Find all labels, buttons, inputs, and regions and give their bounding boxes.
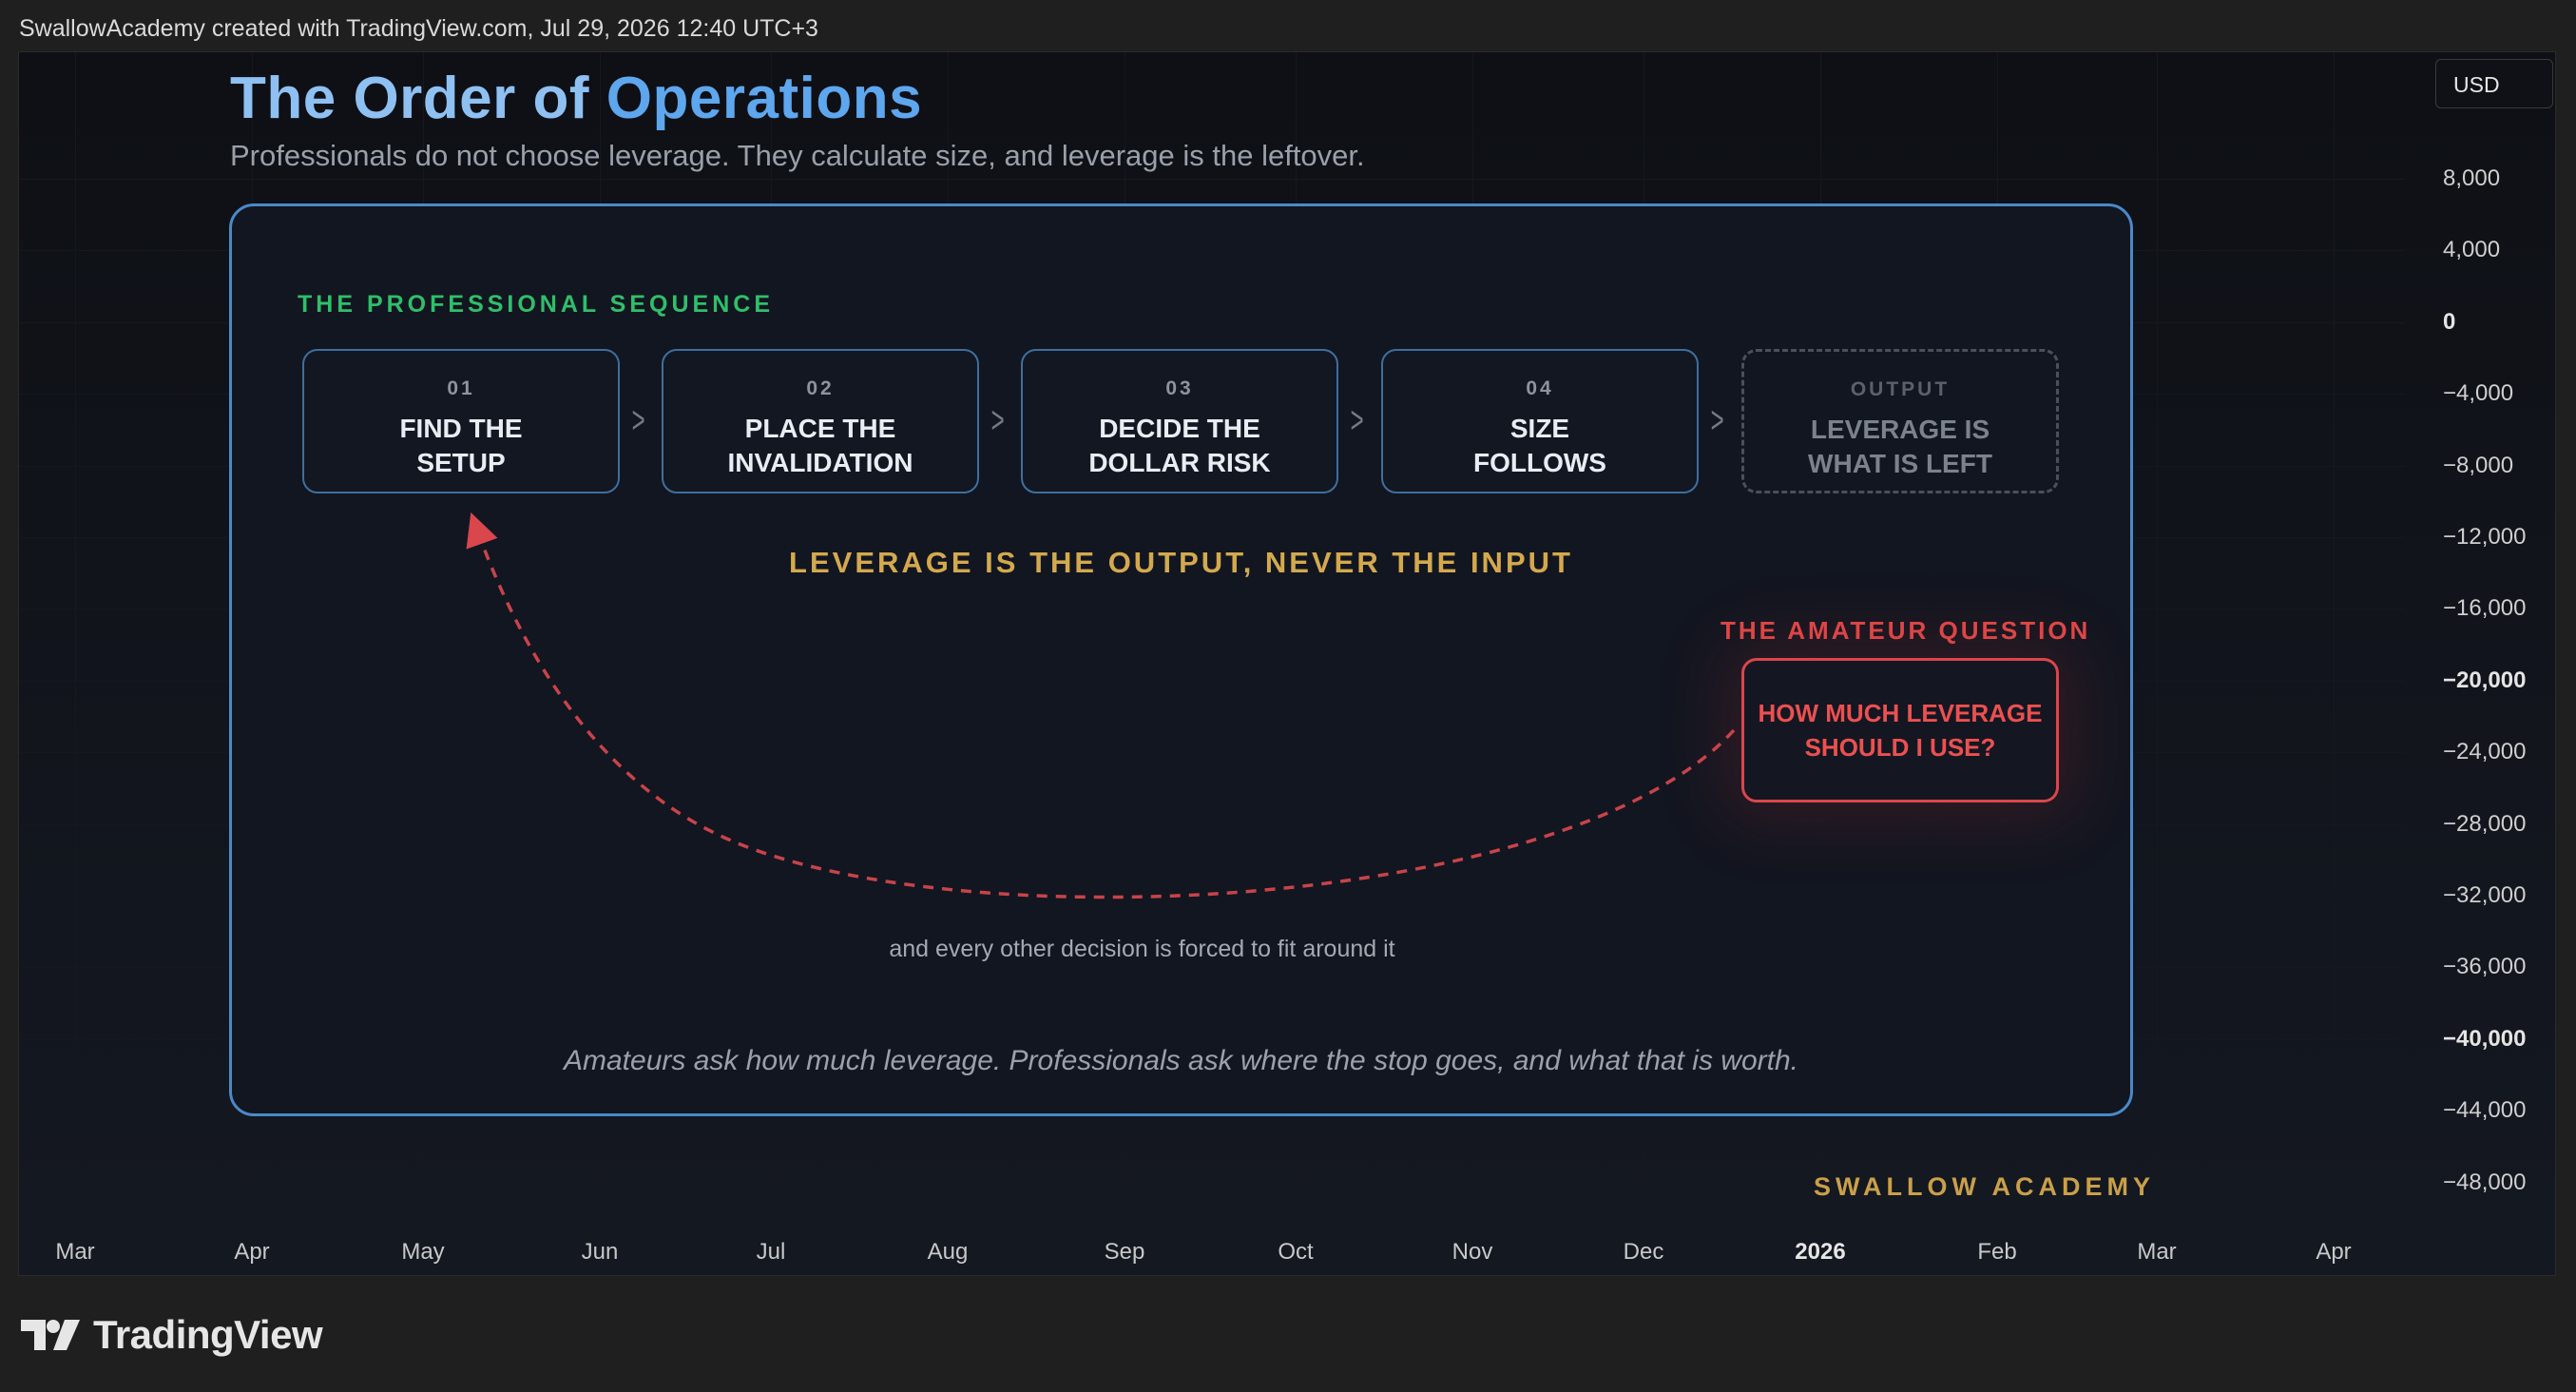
amateur-question-box: HOW MUCH LEVERAGE SHOULD I USE?	[1741, 658, 2059, 802]
price-scale-label: 0	[2443, 308, 2456, 335]
step-card-3: 03 DECIDE THE DOLLAR RISK	[1021, 349, 1338, 493]
price-scale-label: 4,000	[2443, 237, 2501, 263]
time-scale-label: Mar	[55, 1239, 95, 1265]
currency-button[interactable]: USD	[2435, 59, 2553, 108]
grid-line-horizontal	[19, 1182, 2405, 1184]
price-scale-label: −4,000	[2443, 380, 2514, 407]
price-scale-label: 8,000	[2443, 165, 2501, 191]
title-part-2: Operations	[606, 66, 923, 131]
time-scale-label: Aug	[927, 1239, 969, 1265]
time-scale-label: 2026	[1795, 1239, 1846, 1265]
step-card-output: OUTPUT LEVERAGE IS WHAT IS LEFT	[1741, 349, 2059, 493]
infographic-subtitle: Professionals do not choose leverage. Th…	[230, 139, 1365, 172]
time-scale-label: Mar	[2137, 1239, 2177, 1265]
step-number: 02	[806, 377, 835, 399]
time-scale-label: Jul	[756, 1239, 786, 1265]
time-scale-label: Oct	[1278, 1239, 1314, 1265]
price-scale-label: −12,000	[2443, 524, 2527, 550]
price-scale-label: −8,000	[2443, 452, 2514, 478]
grid-line-horizontal	[19, 179, 2405, 180]
tradingview-logo-text: TradingView	[93, 1312, 323, 1357]
grid-line-vertical	[2157, 52, 2158, 1218]
step-label: LEVERAGE IS WHAT IS LEFT	[1808, 415, 1992, 478]
price-scale-label: −32,000	[2443, 882, 2527, 908]
title-part-1: The Order of	[230, 66, 590, 131]
sequence-heading: THE PROFESSIONAL SEQUENCE	[298, 291, 774, 318]
price-scale-label: −40,000	[2443, 1025, 2527, 1052]
step-label: PLACE THE INVALIDATION	[727, 414, 913, 477]
price-scale-label: −16,000	[2443, 595, 2527, 622]
grid-line-vertical	[2334, 52, 2335, 1218]
time-scale-label: May	[401, 1239, 445, 1265]
time-scale-label: Sep	[1104, 1239, 1145, 1265]
step-card-4: 04 SIZE FOLLOWS	[1381, 349, 1699, 493]
step-card-2: 02 PLACE THE INVALIDATION	[662, 349, 979, 493]
step-number: OUTPUT	[1850, 378, 1951, 400]
step-label: FIND THE SETUP	[399, 414, 523, 477]
time-scale-label: Apr	[2316, 1239, 2352, 1265]
step-card-1: 01 FIND THE SETUP	[302, 349, 620, 493]
time-scale-label: Apr	[234, 1239, 270, 1265]
top-bar: SwallowAcademy created with TradingView.…	[0, 0, 2576, 51]
closing-quote: Amateurs ask how much leverage. Professi…	[564, 1045, 1798, 1076]
chevron-right-icon: >	[990, 399, 1005, 441]
price-scale-label: −24,000	[2443, 739, 2527, 765]
tradingview-logo-icon	[21, 1320, 80, 1350]
chevron-right-icon: >	[1710, 399, 1724, 441]
attribution-text: SwallowAcademy created with TradingView.…	[19, 15, 818, 42]
tradingview-logo[interactable]: TradingView	[21, 1312, 323, 1358]
amateur-heading: THE AMATEUR QUESTION	[1721, 616, 2091, 645]
price-scale-label: −20,000	[2443, 667, 2527, 693]
time-scale-label: Nov	[1451, 1239, 1493, 1265]
chevron-right-icon: >	[1350, 399, 1364, 441]
tagline: LEVERAGE IS THE OUTPUT, NEVER THE INPUT	[789, 546, 1573, 579]
infographic-title: The Order of Operations	[230, 65, 922, 132]
step-label: DECIDE THE DOLLAR RISK	[1088, 414, 1271, 477]
chevron-right-icon: >	[631, 399, 645, 441]
price-scale-label: −28,000	[2443, 810, 2527, 837]
price-scale-label: −36,000	[2443, 954, 2527, 980]
step-number: 04	[1526, 377, 1554, 399]
time-scale-label: Feb	[1977, 1239, 2017, 1265]
grid-line-vertical	[75, 52, 76, 1218]
price-scale-label: −44,000	[2443, 1097, 2527, 1124]
curve-note: and every other decision is forced to fi…	[889, 936, 1395, 962]
footer-bar	[0, 1276, 2576, 1392]
step-label: SIZE FOLLOWS	[1473, 414, 1606, 477]
price-scale-label: −48,000	[2443, 1169, 2527, 1195]
step-number: 01	[447, 377, 475, 399]
time-scale-label: Jun	[581, 1239, 619, 1265]
time-scale-label: Dec	[1623, 1239, 1664, 1265]
step-number: 03	[1165, 377, 1194, 399]
brand-label: SWALLOW ACADEMY	[1814, 1172, 2155, 1201]
amateur-question-text: HOW MUCH LEVERAGE SHOULD I USE?	[1758, 699, 2043, 762]
